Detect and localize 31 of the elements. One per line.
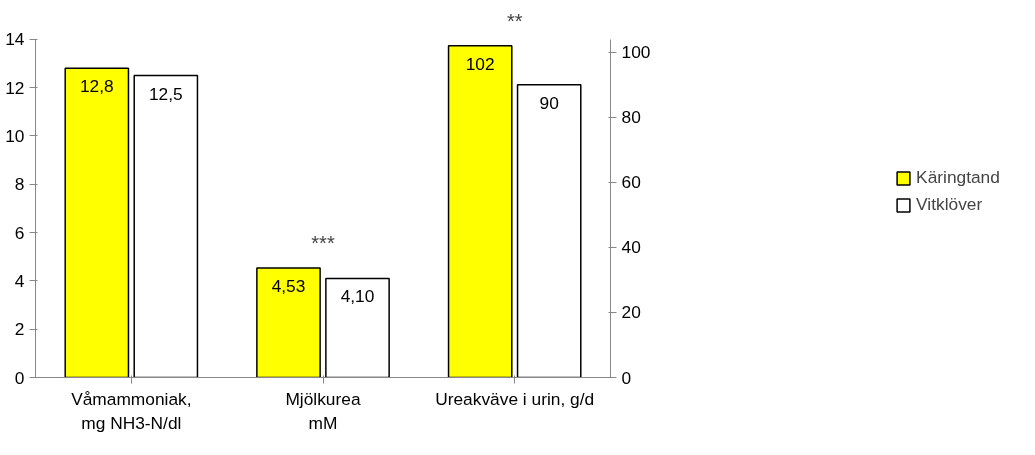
y2-tick-label: 0	[621, 367, 632, 388]
y-tick-label: 2	[14, 319, 25, 340]
y2-tick-label: 100	[621, 42, 651, 63]
y-tick-label: 10	[5, 125, 25, 146]
data-label: 102	[465, 53, 495, 74]
legend-label: Vitklöver	[916, 194, 983, 215]
y2-tick-label: 40	[621, 237, 641, 258]
bar	[256, 267, 321, 378]
y-tick-label: 6	[14, 222, 25, 243]
text: **	[506, 9, 523, 32]
y-tick-label: 8	[14, 174, 25, 195]
y2-tick-label: 60	[621, 172, 641, 193]
bar	[133, 74, 199, 378]
data-label: 4,10	[340, 286, 375, 307]
x-tick-label: Ureakväve i urin, g/d	[435, 388, 595, 409]
annotation: ***	[311, 232, 335, 255]
data-label: 12,5	[148, 83, 183, 104]
y-tick-label: 12	[5, 77, 25, 98]
bar	[325, 277, 390, 378]
data-label: 4,53	[271, 276, 306, 297]
y-tick-label: 14	[5, 29, 25, 50]
y2-tick-label: 80	[621, 107, 641, 128]
y2-tick-label: 20	[621, 302, 641, 323]
y-tick-label: 0	[14, 367, 25, 388]
x-tick-label: Mjölkurea mM	[285, 388, 361, 433]
data-label: 12,8	[79, 76, 114, 97]
x-tick-label: Våmammoniak, mg NH3-N/dl	[71, 388, 192, 433]
bar	[64, 67, 130, 378]
data-label: 90	[539, 92, 559, 113]
legend-label: Käringtand	[916, 167, 1000, 188]
y-tick-label: 4	[14, 270, 25, 291]
